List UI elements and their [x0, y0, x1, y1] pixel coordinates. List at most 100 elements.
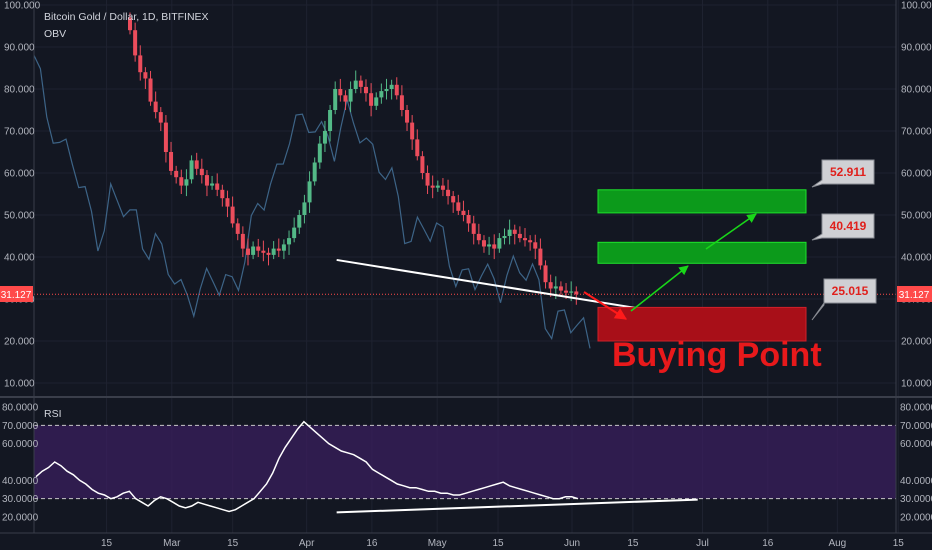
candle-body	[322, 131, 327, 144]
candle-body	[312, 162, 317, 182]
candle-body	[215, 183, 220, 190]
candle-body	[415, 139, 420, 157]
candle-body	[307, 181, 312, 203]
candle-body	[487, 244, 492, 247]
candle-body	[430, 185, 435, 188]
candle-body	[512, 229, 517, 234]
target-zone-1[interactable]	[597, 241, 807, 264]
x-axis[interactable]: 15Mar15Apr16May15Jun15Jul16Aug15Sep	[101, 538, 932, 549]
red-arrow	[583, 291, 628, 320]
candle-body	[384, 89, 389, 92]
candle-body	[353, 80, 358, 89]
candle-body	[245, 248, 250, 255]
buy-zone[interactable]	[597, 306, 807, 342]
candle-body	[333, 89, 338, 110]
x-tick-label: 15	[492, 538, 504, 549]
y-tick-label-right: 40.000	[901, 253, 932, 264]
rsi-tick-label-left: 30.0000	[2, 494, 39, 505]
candle-body	[220, 189, 225, 199]
green-arrow-2	[705, 213, 757, 250]
candle-body	[148, 78, 153, 102]
rsi-tick-label-left: 70.0000	[2, 421, 39, 432]
candle-body	[369, 93, 374, 106]
rsi-trendline[interactable]	[336, 498, 698, 514]
y-tick-label-left: 100.000	[4, 1, 41, 12]
axes	[0, 0, 932, 534]
y-tick-label-left: 40.000	[4, 253, 35, 264]
x-tick-label: 15	[101, 538, 113, 549]
candle-body	[302, 202, 307, 215]
candles	[128, 12, 579, 305]
x-tick-label: May	[428, 538, 447, 549]
candle-body	[343, 95, 348, 102]
candle-body	[374, 97, 379, 106]
target-zone-2[interactable]	[597, 189, 807, 214]
buying-point-annotation: Buying Point	[612, 336, 822, 374]
candle-body	[466, 215, 471, 224]
candle-body	[523, 238, 528, 241]
y-tick-label-right: 100.000	[901, 1, 932, 12]
candle-body	[281, 244, 286, 251]
candle-body	[276, 248, 281, 251]
candle-body	[143, 72, 148, 79]
y-tick-label-left: 20.000	[4, 337, 35, 348]
y-axis-right[interactable]: 10.00020.00030.00040.00050.00060.00070.0…	[900, 1, 932, 524]
candle-body	[204, 175, 209, 186]
y-tick-label-left: 50.000	[4, 211, 35, 222]
candle-body	[440, 185, 445, 190]
candle-body	[363, 86, 368, 94]
x-tick-label: 16	[762, 538, 774, 549]
callout-target-2-label: 52.911	[830, 165, 866, 179]
y-tick-label-right: 90.000	[901, 43, 932, 54]
candle-body	[574, 291, 579, 295]
obv-line	[33, 55, 591, 349]
price-tag-right: 31.127	[897, 286, 932, 302]
candle-body	[169, 152, 174, 171]
candle-body	[405, 110, 410, 123]
rsi-tick-label-left: 40.0000	[2, 476, 39, 487]
candle-body	[153, 101, 158, 113]
candle-body	[266, 252, 271, 255]
x-tick-label: Jul	[696, 538, 709, 549]
candle-body	[210, 183, 215, 186]
candle-body	[569, 291, 574, 293]
main-pane: 52.911 40.419 25.015 Buying Point	[33, 12, 896, 374]
candle-body	[471, 223, 476, 234]
candle-body	[230, 206, 235, 224]
candle-body	[317, 143, 322, 163]
y-tick-label-right: 20.000	[901, 337, 932, 348]
candle-body	[163, 122, 168, 152]
y-tick-label-left: 60.000	[4, 169, 35, 180]
rsi-tick-label-left: 60.0000	[2, 439, 39, 450]
candle-body	[348, 89, 353, 102]
callout-buy-zone[interactable]: 25.015	[811, 278, 877, 321]
price-tag-right-label: 31.127	[899, 290, 930, 301]
candle-body	[189, 160, 194, 180]
candle-body	[548, 282, 553, 289]
candle-body	[543, 265, 548, 283]
y-tick-label-right: 70.000	[901, 127, 932, 138]
rsi-tick-label-right: 80.0000	[900, 403, 932, 414]
chart-title: Bitcoin Gold / Dollar, 1D, BITFINEX	[44, 11, 209, 23]
callout-target-1-label: 40.419	[830, 219, 867, 233]
y-axis-left[interactable]: 10.00020.00030.00040.00050.00060.00070.0…	[2, 1, 41, 524]
candle-body	[328, 110, 333, 131]
candle-body	[235, 223, 240, 234]
callout-target-2[interactable]: 52.911	[811, 159, 875, 188]
rsi-label: RSI	[44, 408, 62, 420]
candle-body	[287, 238, 292, 245]
callout-target-1[interactable]: 40.419	[811, 213, 875, 241]
x-tick-label: 15	[227, 538, 239, 549]
candle-body	[240, 233, 245, 249]
candle-body	[502, 236, 507, 239]
rsi-tick-label-right: 70.0000	[900, 421, 932, 432]
y-tick-label-left: 90.000	[4, 43, 35, 54]
candle-body	[379, 91, 384, 98]
candle-body	[456, 202, 461, 211]
candle-body	[517, 233, 522, 239]
rsi-tick-label-right: 30.0000	[900, 494, 932, 505]
y-tick-label-right: 50.000	[901, 211, 932, 222]
x-tick-label: 15	[627, 538, 639, 549]
callout-buy-zone-label: 25.015	[832, 284, 869, 298]
